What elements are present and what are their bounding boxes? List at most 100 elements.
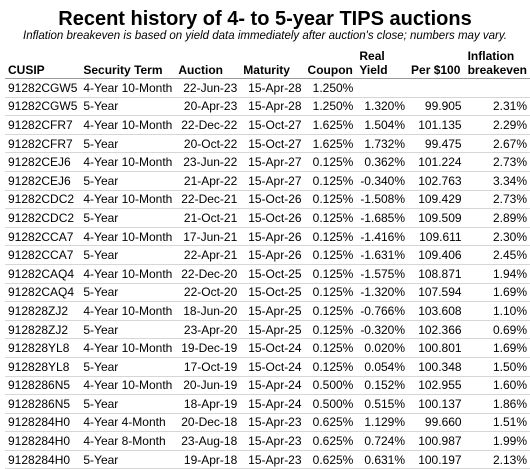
cell-auction-date: 20-Apr-23 (175, 97, 241, 117)
cell-auction-date: 22-Jun-23 (175, 78, 241, 98)
cell-auction-date: 21-Oct-21 (175, 208, 241, 228)
cell-coupon: 1.625% (304, 134, 357, 154)
cell-security-term: 4-Year 10-Month (80, 227, 176, 247)
cell-cusip: 91282CDC2 (5, 208, 81, 228)
cell-real-yield: 0.724% (356, 431, 409, 451)
cell-security-term: 4-Year 10-Month (80, 301, 176, 321)
cell-maturity-date: 15-Apr-26 (240, 245, 305, 265)
cell-price-per-100: 102.955 (408, 376, 465, 396)
cell-coupon: 1.250% (304, 78, 357, 98)
cell-auction-date: 22-Oct-20 (175, 283, 241, 303)
cell-real-yield: 1.129% (356, 413, 409, 433)
cell-auction-date: 22-Dec-20 (175, 264, 241, 284)
cell-security-term: 4-Year 10-Month (80, 78, 176, 98)
cell-auction-date: 20-Oct-22 (175, 134, 241, 154)
cell-maturity-date: 15-Apr-27 (240, 171, 305, 191)
cell-security-term: 4-Year 10-Month (80, 264, 176, 284)
cell-coupon: 0.125% (304, 152, 357, 172)
cell-security-term: 5-Year (80, 97, 176, 117)
cell-coupon: 0.125% (304, 264, 357, 284)
cell-maturity-date: 15-Apr-25 (240, 301, 305, 321)
cell-cusip: 91282CGW5 (5, 78, 81, 98)
cell-maturity-date: 15-Apr-28 (240, 97, 305, 117)
cell-auction-date: 19-Dec-19 (175, 338, 241, 358)
cell-maturity-date: 15-Apr-24 (240, 394, 305, 414)
cell-auction-date: 18-Apr-19 (175, 394, 241, 414)
cell-cusip: 912828YL8 (5, 357, 81, 377)
cell-security-term: 4-Year 10-Month (80, 115, 176, 135)
table-row: 91282CFR7 5-Year 20-Oct-22 15-Oct-27 1.625% 1… (5, 134, 530, 154)
cell-maturity-date: 15-Apr-26 (240, 227, 305, 247)
cell-price-per-100: 108.871 (408, 264, 465, 284)
cell-security-term: 5-Year (80, 134, 176, 154)
cell-inflation-breakeven: 1.69% (464, 283, 530, 303)
cell-coupon: 0.125% (304, 338, 357, 358)
cell-real-yield: -1.685% (356, 208, 409, 228)
cell-real-yield: 0.054% (356, 357, 409, 377)
cell-coupon: 0.500% (304, 376, 357, 396)
cell-cusip: 912828ZJ2 (5, 301, 81, 321)
cell-cusip: 912828YL8 (5, 338, 81, 358)
cell-price-per-100: 99.475 (408, 134, 465, 154)
cell-auction-date: 20-Dec-18 (175, 413, 241, 433)
cell-price-per-100: 102.763 (408, 171, 465, 191)
cell-security-term: 5-Year (80, 320, 176, 340)
cell-price-per-100: 109.509 (408, 208, 465, 228)
cell-coupon: 0.125% (304, 227, 357, 247)
table-row: 912828ZJ2 5-Year 23-Apr-20 15-Apr-25 0.125% -… (5, 320, 530, 340)
cell-security-term: 4-Year 10-Month (80, 190, 176, 210)
table-row: 91282CEJ6 4-Year 10-Month 23-Jun-22 15-Apr-… (5, 152, 530, 172)
cell-inflation-breakeven: 2.45% (464, 245, 530, 265)
cell-maturity-date: 15-Apr-27 (240, 152, 305, 172)
cell-coupon: 0.125% (304, 208, 357, 228)
cell-inflation-breakeven: 1.69% (464, 338, 530, 358)
cell-real-yield: 0.631% (356, 450, 409, 469)
cell-cusip: 9128284H0 (5, 431, 81, 451)
table-row: 9128284H0 4-Year 4-Month 20-Dec-18 15-Apr-2… (5, 413, 530, 433)
cell-security-term: 5-Year (80, 394, 176, 414)
cell-auction-date: 23-Jun-22 (175, 152, 241, 172)
table-row: 9128284H0 5-Year 19-Apr-18 15-Apr-23 0.625% 0… (5, 450, 530, 469)
cell-coupon: 0.125% (304, 301, 357, 321)
table-row: 91282CGW5 4-Year 10-Month 22-Jun-23 15-Apr-… (5, 78, 530, 98)
header-maturity: Maturity (240, 49, 305, 79)
cell-inflation-breakeven: 1.60% (464, 376, 530, 396)
table-row: 91282CFR7 4-Year 10-Month 22-Dec-22 15-Oct-… (5, 115, 530, 135)
cell-maturity-date: 15-Apr-23 (240, 431, 305, 451)
cell-real-yield: 0.515% (356, 394, 409, 414)
cell-inflation-breakeven: 2.73% (464, 190, 530, 210)
cell-real-yield: 1.504% (356, 115, 409, 135)
cell-price-per-100: 109.429 (408, 190, 465, 210)
cell-cusip: 91282CAQ4 (5, 283, 81, 303)
cell-inflation-breakeven: 3.34% (464, 171, 530, 191)
table-row: 91282CAQ4 5-Year 22-Oct-20 15-Oct-25 0.125% -… (5, 283, 530, 303)
table-body: 91282CGW5 4-Year 10-Month 22-Jun-23 15-Apr-… (5, 78, 530, 469)
table-row: 91282CCA7 4-Year 10-Month 17-Jun-21 15-Apr-… (5, 227, 530, 247)
table-row: 91282CGW5 5-Year 20-Apr-23 15-Apr-28 1.250% 1… (5, 97, 530, 117)
cell-maturity-date: 15-Apr-23 (240, 413, 305, 433)
cell-real-yield: 1.320% (356, 97, 409, 117)
cell-coupon: 0.625% (304, 450, 357, 469)
cell-price-per-100: 109.406 (408, 245, 465, 265)
cell-inflation-breakeven: 1.50% (464, 357, 530, 377)
cell-real-yield: 1.732% (356, 134, 409, 154)
cell-price-per-100: 100.348 (408, 357, 465, 377)
cell-security-term: 5-Year (80, 357, 176, 377)
table-row: 9128286N5 5-Year 18-Apr-19 15-Apr-24 0.500% 0… (5, 394, 530, 414)
cell-real-yield (356, 78, 409, 98)
cell-price-per-100: 100.137 (408, 394, 465, 414)
cell-inflation-breakeven: 1.99% (464, 431, 530, 451)
cell-inflation-breakeven: 2.73% (464, 152, 530, 172)
cell-cusip: 9128286N5 (5, 394, 81, 414)
table-row: 91282CAQ4 4-Year 10-Month 22-Dec-20 15-Oct-… (5, 264, 530, 284)
cell-real-yield: -0.340% (356, 171, 409, 191)
cell-cusip: 912828ZJ2 (5, 320, 81, 340)
cell-security-term: 4-Year 10-Month (80, 338, 176, 358)
cell-auction-date: 17-Oct-19 (175, 357, 241, 377)
cell-coupon: 0.125% (304, 320, 357, 340)
cell-maturity-date: 15-Apr-25 (240, 320, 305, 340)
cell-price-per-100: 101.224 (408, 152, 465, 172)
cell-price-per-100: 99.905 (408, 97, 465, 117)
cell-price-per-100: 99.660 (408, 413, 465, 433)
cell-security-term: 4-Year 10-Month (80, 152, 176, 172)
